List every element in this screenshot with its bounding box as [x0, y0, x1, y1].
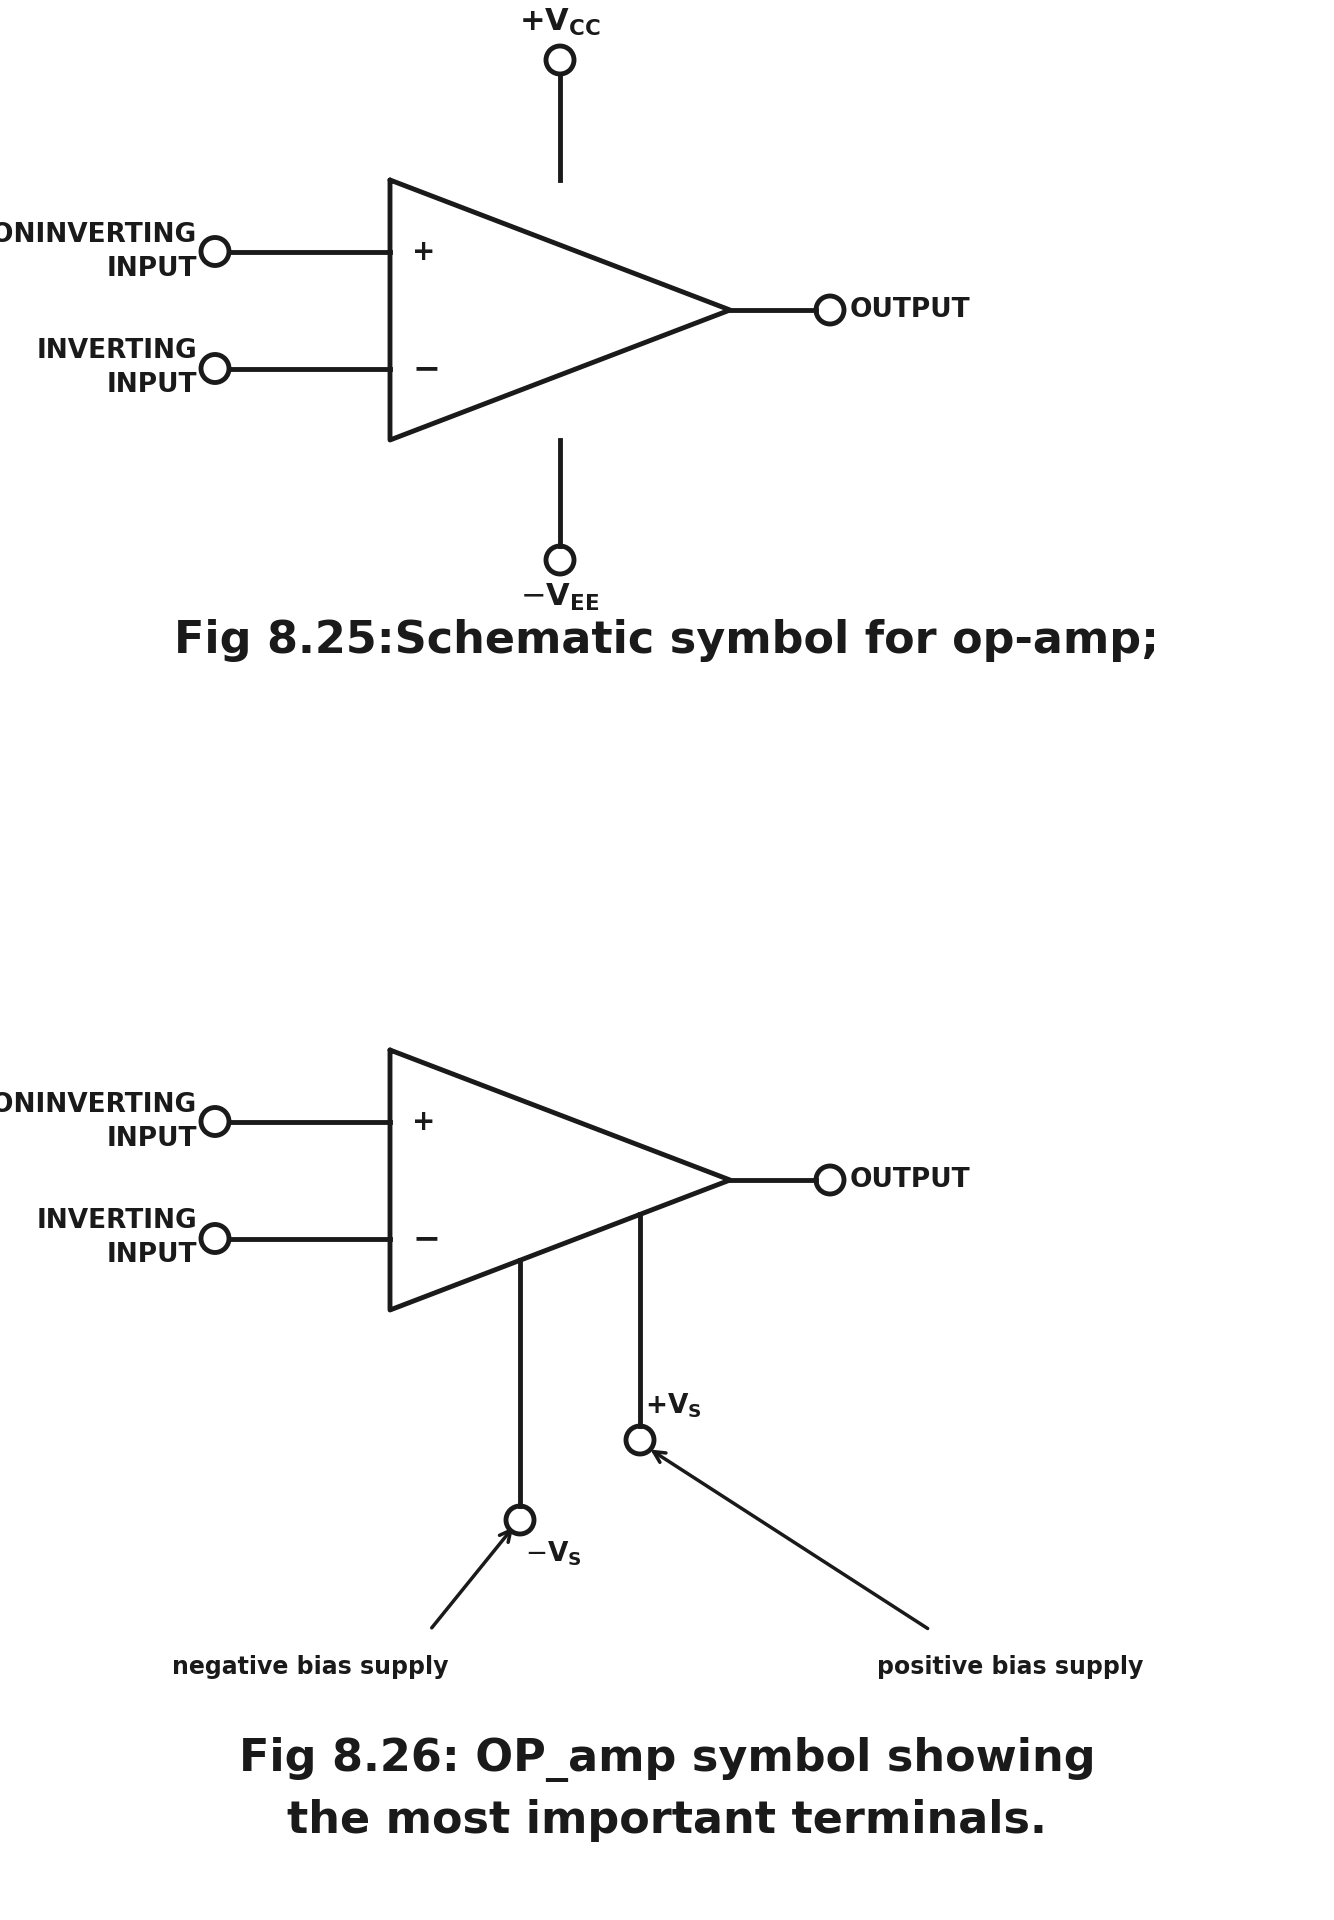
Text: OUTPUT: OUTPUT	[850, 1167, 971, 1192]
Text: Fig 8.26: OP_amp symbol showing: Fig 8.26: OP_amp symbol showing	[239, 1738, 1095, 1782]
Text: INPUT: INPUT	[107, 1125, 197, 1152]
Text: $-\mathbf{V_{EE}}$: $-\mathbf{V_{EE}}$	[520, 582, 599, 612]
Text: +: +	[412, 238, 435, 265]
Text: +: +	[412, 1108, 435, 1135]
Text: the most important terminals.: the most important terminals.	[287, 1799, 1047, 1841]
Text: −: −	[412, 1221, 440, 1256]
Text: INPUT: INPUT	[107, 255, 197, 282]
Text: NONINVERTING: NONINVERTING	[0, 1091, 197, 1117]
Text: negative bias supply: negative bias supply	[172, 1655, 448, 1678]
Text: +$\mathbf{V_S}$: +$\mathbf{V_S}$	[646, 1392, 702, 1421]
Text: NONINVERTING: NONINVERTING	[0, 221, 197, 248]
Text: INPUT: INPUT	[107, 372, 197, 399]
Text: $-\mathbf{V_S}$: $-\mathbf{V_S}$	[526, 1540, 582, 1569]
Text: +$\mathbf{V_{CC}}$: +$\mathbf{V_{CC}}$	[519, 8, 600, 38]
Text: Fig 8.25:Schematic symbol for op-amp;: Fig 8.25:Schematic symbol for op-amp;	[175, 618, 1159, 662]
Text: INVERTING: INVERTING	[36, 1208, 197, 1235]
Text: INPUT: INPUT	[107, 1242, 197, 1269]
Text: positive bias supply: positive bias supply	[876, 1655, 1143, 1678]
Text: INVERTING: INVERTING	[36, 338, 197, 365]
Text: OUTPUT: OUTPUT	[850, 298, 971, 323]
Text: −: −	[412, 351, 440, 386]
